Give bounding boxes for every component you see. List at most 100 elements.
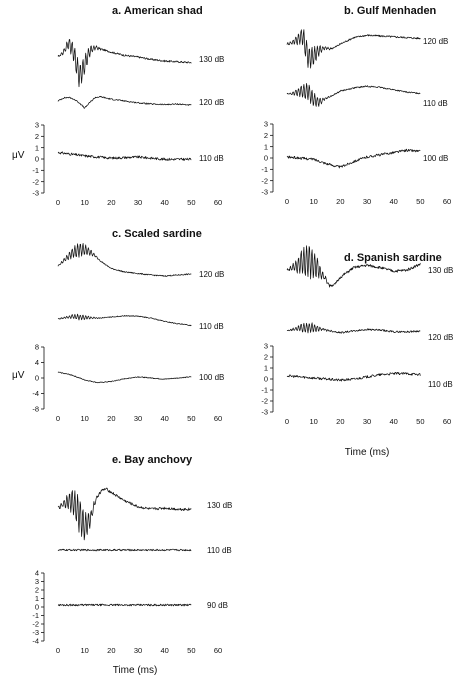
trace-130-db	[286, 245, 421, 288]
y-tick-label: 1	[35, 143, 39, 152]
series-label: 120 dB	[428, 333, 453, 342]
trace-120-db	[286, 29, 421, 69]
series-label: 110 dB	[207, 546, 232, 555]
y-tick-label: 2	[264, 131, 268, 140]
x-tick-label: 50	[187, 646, 195, 655]
trace-120-db	[57, 243, 192, 277]
y-tick-label: -2	[261, 397, 268, 406]
x-tick-label: 40	[160, 198, 168, 207]
x-tick-label: 60	[443, 197, 451, 206]
y-tick-label: 2	[264, 353, 268, 362]
y-axis-label: μV	[12, 150, 25, 161]
trace-120-db	[286, 322, 421, 334]
y-tick-label: -1	[32, 611, 39, 620]
y-tick-label: 0	[264, 154, 268, 163]
x-tick-label: 0	[56, 198, 60, 207]
y-tick-label: -2	[261, 176, 268, 185]
trace-110-db	[57, 313, 192, 327]
trace-110-db	[57, 151, 192, 161]
x-tick-label: 30	[363, 417, 371, 426]
trace-130-db	[57, 39, 192, 88]
y-tick-label: 3	[35, 121, 39, 130]
y-tick-label: 2	[35, 132, 39, 141]
x-tick-label: 0	[285, 417, 289, 426]
y-tick-label: 0	[35, 603, 39, 612]
x-tick-label: 0	[56, 646, 60, 655]
y-tick-label: 1	[264, 142, 268, 151]
y-axis-label: μV	[12, 370, 25, 381]
trace-110-db	[57, 548, 192, 552]
y-tick-label: 3	[264, 120, 268, 129]
series-label: 100 dB	[199, 373, 224, 382]
x-tick-label: 30	[134, 414, 142, 423]
x-tick-label: 10	[309, 417, 317, 426]
trace-100-db	[286, 148, 421, 169]
x-tick-label: 20	[107, 198, 115, 207]
x-tick-label: 20	[107, 414, 115, 423]
trace-130-db	[57, 487, 192, 541]
x-tick-label: 40	[160, 646, 168, 655]
y-tick-label: -1	[32, 166, 39, 175]
x-tick-label: 10	[80, 198, 88, 207]
x-tick-label: 40	[160, 414, 168, 423]
panel-title: a. American shad	[112, 5, 203, 17]
x-tick-label: 50	[416, 197, 424, 206]
x-tick-label: 30	[363, 197, 371, 206]
x-axis-label: Time (ms)	[113, 665, 158, 676]
x-axis-label: Time (ms)	[345, 447, 390, 458]
x-tick-label: 60	[214, 414, 222, 423]
series-label: 110 dB	[428, 380, 453, 389]
x-tick-label: 10	[80, 414, 88, 423]
x-tick-label: 50	[416, 417, 424, 426]
y-tick-label: -4	[32, 389, 39, 398]
trace-110-db	[286, 372, 421, 382]
x-tick-label: 40	[389, 197, 397, 206]
x-tick-label: 20	[336, 197, 344, 206]
y-tick-label: -3	[261, 408, 268, 417]
series-label: 120 dB	[423, 37, 448, 46]
y-tick-label: -2	[32, 177, 39, 186]
series-label: 110 dB	[199, 154, 224, 163]
y-tick-label: 2	[35, 586, 39, 595]
y-tick-label: 0	[35, 374, 39, 383]
series-label: 120 dB	[199, 270, 224, 279]
panel-title: c. Scaled sardine	[112, 228, 202, 240]
x-tick-label: 10	[80, 646, 88, 655]
x-tick-label: 50	[187, 198, 195, 207]
series-label: 130 dB	[207, 501, 232, 510]
y-tick-label: -2	[32, 620, 39, 629]
panel-title: e. Bay anchovy	[112, 454, 193, 466]
x-tick-label: 20	[336, 417, 344, 426]
panel-title: d. Spanish sardine	[344, 252, 442, 264]
series-label: 90 dB	[207, 601, 228, 610]
y-tick-label: -1	[261, 386, 268, 395]
y-tick-label: -8	[32, 405, 39, 414]
x-tick-label: 0	[56, 414, 60, 423]
y-tick-label: -1	[261, 165, 268, 174]
series-label: 110 dB	[199, 322, 224, 331]
series-label: 110 dB	[423, 99, 448, 108]
x-tick-label: 60	[443, 417, 451, 426]
y-tick-label: 3	[35, 577, 39, 586]
x-tick-label: 10	[309, 197, 317, 206]
x-tick-label: 30	[134, 646, 142, 655]
y-tick-label: -3	[32, 189, 39, 198]
y-tick-label: -3	[32, 628, 39, 637]
series-label: 130 dB	[428, 266, 453, 275]
series-label: 120 dB	[199, 98, 224, 107]
y-tick-label: 3	[264, 342, 268, 351]
y-tick-label: -3	[261, 188, 268, 197]
x-tick-label: 30	[134, 198, 142, 207]
x-tick-label: 0	[285, 197, 289, 206]
trace-100-db	[57, 371, 192, 384]
trace-90-db	[57, 603, 192, 607]
x-tick-label: 20	[107, 646, 115, 655]
x-tick-label: 60	[214, 646, 222, 655]
series-label: 100 dB	[423, 154, 448, 163]
y-tick-label: -4	[32, 637, 39, 646]
